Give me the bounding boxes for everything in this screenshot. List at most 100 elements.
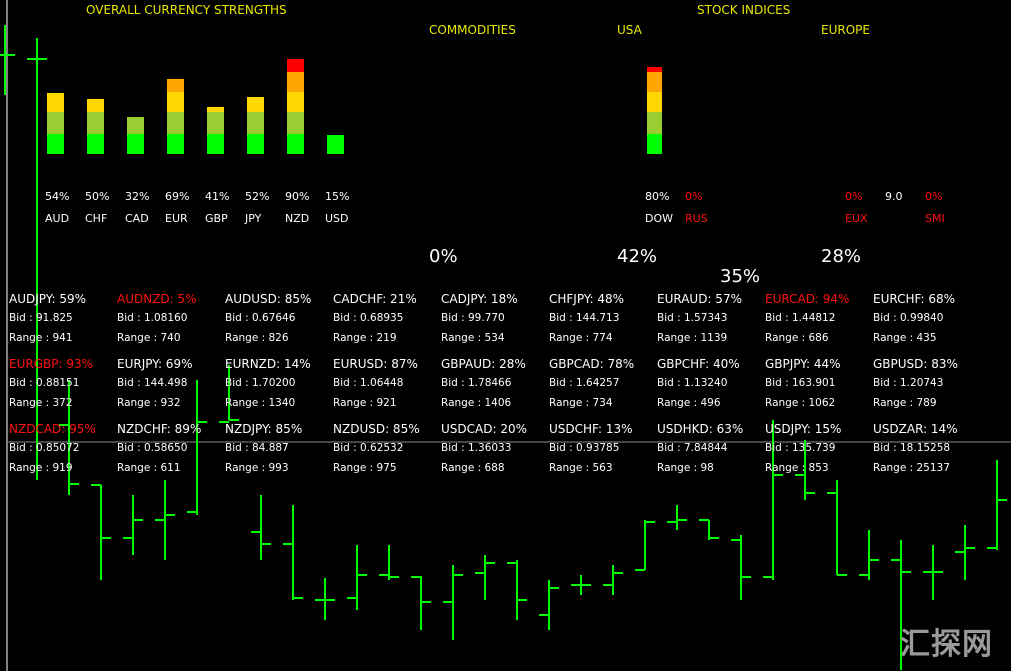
commodities-total: 0% xyxy=(429,246,458,267)
pair-bid: Bid : 7.84844 xyxy=(657,442,728,454)
pair-item[interactable]: GBPCAD: 78% Bid : 1.64257 Range : 734 xyxy=(549,357,657,417)
currency-strengths-title: OVERALL CURRENCY STRENGTHS xyxy=(86,3,287,17)
pair-item[interactable]: NZDCHF: 89% Bid : 0.58650 Range : 611 xyxy=(117,422,225,482)
pair-item[interactable]: USDZAR: 14% Bid : 18.15258 Range : 25137 xyxy=(873,422,981,482)
pair-item[interactable]: NZDCAD: 95% Bid : 0.85072 Range : 919 xyxy=(9,422,117,482)
pair-item[interactable]: AUDNZD: 5% Bid : 1.08160 Range : 740 xyxy=(117,292,225,352)
stock-indices-total: 35% xyxy=(720,266,761,287)
pair-item[interactable]: AUDUSD: 85% Bid : 0.67646 Range : 826 xyxy=(225,292,333,352)
bar-segment xyxy=(87,112,104,134)
currency-label: JPY xyxy=(245,212,262,225)
pair-item[interactable]: USDCHF: 13% Bid : 0.93785 Range : 563 xyxy=(549,422,657,482)
pair-bid: Bid : 18.15258 xyxy=(873,442,951,454)
pair-item[interactable]: EURUSD: 87% Bid : 1.06448 Range : 921 xyxy=(333,357,441,417)
pair-name: GBPJPY: 44% xyxy=(765,357,841,371)
stock-indices-title: STOCK INDICES xyxy=(697,3,791,17)
bar-segment xyxy=(647,112,662,134)
pair-name: GBPUSD: 83% xyxy=(873,357,958,371)
pair-range: Range : 919 xyxy=(9,462,73,474)
currency-label: USD xyxy=(325,212,349,225)
bar-segment xyxy=(207,112,224,134)
pair-item[interactable]: EURCHF: 68% Bid : 0.99840 Range : 435 xyxy=(873,292,981,352)
pair-item[interactable]: EURCAD: 94% Bid : 1.44812 Range : 686 xyxy=(765,292,873,352)
pair-range: Range : 98 xyxy=(657,462,714,474)
bar-segment xyxy=(87,134,104,154)
currency-label: EUR xyxy=(165,212,188,225)
pair-item[interactable]: AUDJPY: 59% Bid : 91.825 Range : 941 xyxy=(9,292,117,352)
pair-range: Range : 993 xyxy=(225,462,289,474)
pair-item[interactable]: USDCAD: 20% Bid : 1.36033 Range : 688 xyxy=(441,422,549,482)
pair-item[interactable]: GBPUSD: 83% Bid : 1.20743 Range : 789 xyxy=(873,357,981,417)
pair-name: EURUSD: 87% xyxy=(333,357,418,371)
pair-range: Range : 219 xyxy=(333,332,397,344)
bar-segment xyxy=(647,72,662,92)
europe-title: EUROPE xyxy=(821,23,870,37)
pair-range: Range : 534 xyxy=(441,332,505,344)
bar-segment xyxy=(247,112,264,134)
pair-item[interactable]: EURGBP: 93% Bid : 0.88151 Range : 372 xyxy=(9,357,117,417)
pair-bid: Bid : 1.06448 xyxy=(333,377,404,389)
pair-item[interactable]: USDHKD: 63% Bid : 7.84844 Range : 98 xyxy=(657,422,765,482)
pair-item[interactable]: CADJPY: 18% Bid : 99.770 Range : 534 xyxy=(441,292,549,352)
bar-segment xyxy=(647,134,662,154)
currency-label: CAD xyxy=(125,212,149,225)
pair-range: Range : 921 xyxy=(333,397,397,409)
pair-name: GBPCHF: 40% xyxy=(657,357,740,371)
pair-name: AUDUSD: 85% xyxy=(225,292,312,306)
pair-item[interactable]: EURAUD: 57% Bid : 1.57343 Range : 1139 xyxy=(657,292,765,352)
pair-bid: Bid : 84.887 xyxy=(225,442,289,454)
bar-segment xyxy=(287,59,304,72)
pair-name: CADCHF: 21% xyxy=(333,292,417,306)
europe-index-value: 9.0 xyxy=(885,190,903,203)
pair-name: EURAUD: 57% xyxy=(657,292,742,306)
bar-segment xyxy=(647,67,662,72)
pair-range: Range : 611 xyxy=(117,462,181,474)
bar-segment xyxy=(47,93,64,112)
pair-item[interactable]: NZDJPY: 85% Bid : 84.887 Range : 993 xyxy=(225,422,333,482)
bar-segment xyxy=(127,117,144,134)
pair-item[interactable]: GBPCHF: 40% Bid : 1.13240 Range : 496 xyxy=(657,357,765,417)
pair-bid: Bid : 1.70200 xyxy=(225,377,296,389)
strength-bar-cad xyxy=(127,117,144,154)
pair-item[interactable]: EURJPY: 69% Bid : 144.498 Range : 932 xyxy=(117,357,225,417)
strength-bar-chf xyxy=(87,99,104,154)
pair-name: NZDCHF: 89% xyxy=(117,422,202,436)
pair-bid: Bid : 1.08160 xyxy=(117,312,188,324)
pair-item[interactable]: CHFJPY: 48% Bid : 144.713 Range : 774 xyxy=(549,292,657,352)
smi-label: SMI xyxy=(925,212,945,225)
pair-bid: Bid : 0.62532 xyxy=(333,442,404,454)
pair-range: Range : 789 xyxy=(873,397,937,409)
pair-name: EURGBP: 93% xyxy=(9,357,93,371)
pair-name: AUDNZD: 5% xyxy=(117,292,197,306)
strength-pct: 52% xyxy=(245,190,270,203)
bar-segment xyxy=(127,134,144,154)
pair-range: Range : 734 xyxy=(549,397,613,409)
pair-item[interactable]: NZDUSD: 85% Bid : 0.62532 Range : 975 xyxy=(333,422,441,482)
usa-title: USA xyxy=(617,23,642,37)
eux-label: EUX xyxy=(845,212,868,225)
bar-segment xyxy=(247,97,264,112)
strength-bar-jpy xyxy=(247,97,264,154)
pair-name: GBPCAD: 78% xyxy=(549,357,635,371)
pair-item[interactable]: USDJPY: 15% Bid : 135.739 Range : 853 xyxy=(765,422,873,482)
pair-item[interactable]: CADCHF: 21% Bid : 0.68935 Range : 219 xyxy=(333,292,441,352)
bar-segment xyxy=(327,135,344,154)
bar-segment xyxy=(287,92,304,112)
pair-bid: Bid : 0.88151 xyxy=(9,377,80,389)
pair-bid: Bid : 0.58650 xyxy=(117,442,188,454)
pair-range: Range : 774 xyxy=(549,332,613,344)
pair-bid: Bid : 0.99840 xyxy=(873,312,944,324)
pair-bid: Bid : 1.20743 xyxy=(873,377,944,389)
pair-name: EURCHF: 68% xyxy=(873,292,956,306)
pair-item[interactable]: GBPJPY: 44% Bid : 163.901 Range : 1062 xyxy=(765,357,873,417)
pair-name: CHFJPY: 48% xyxy=(549,292,625,306)
strength-bar-gbp xyxy=(207,107,224,154)
pair-item[interactable]: GBPAUD: 28% Bid : 1.78466 Range : 1406 xyxy=(441,357,549,417)
currency-label: AUD xyxy=(45,212,70,225)
pair-item[interactable]: EURNZD: 14% Bid : 1.70200 Range : 1340 xyxy=(225,357,333,417)
strength-pct: 15% xyxy=(325,190,350,203)
bar-segment xyxy=(287,112,304,134)
rus-pct: 0% xyxy=(685,190,703,203)
strength-bar-aud xyxy=(47,93,64,154)
